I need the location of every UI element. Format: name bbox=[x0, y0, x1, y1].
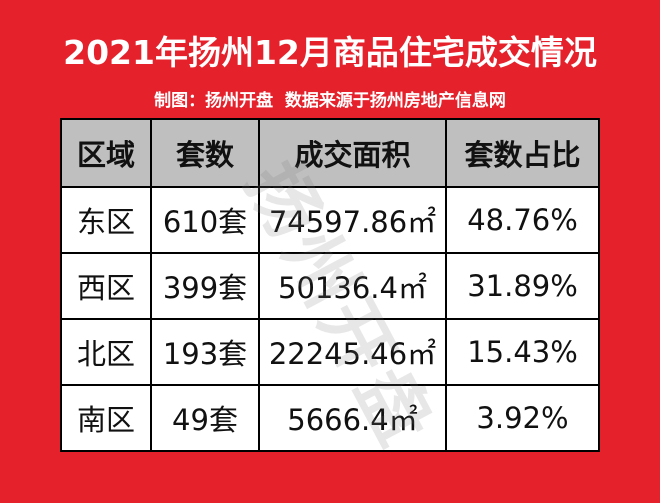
table-cell: 193套 bbox=[150, 318, 260, 386]
table-cell: 西区 bbox=[60, 252, 152, 320]
column-header: 成交面积 bbox=[258, 118, 447, 188]
column-header: 区域 bbox=[60, 118, 152, 188]
subtitle: 制图：扬州开盘 数据来源于扬州房地产信息网 bbox=[154, 91, 506, 111]
table-cell: 22245.46㎡ bbox=[258, 318, 447, 386]
table-row: 北区 193套 22245.46㎡ 15.43% bbox=[60, 318, 600, 386]
title: 2021年扬州12月商品住宅成交情况 bbox=[63, 33, 597, 72]
table-cell: 49套 bbox=[150, 384, 260, 452]
table-cell: 南区 bbox=[60, 384, 152, 452]
column-header: 套数占比 bbox=[445, 118, 600, 188]
table-cell: 74597.86㎡ bbox=[258, 186, 447, 254]
table-cell: 610套 bbox=[150, 186, 260, 254]
table-cell: 北区 bbox=[60, 318, 152, 386]
column-header: 套数 bbox=[150, 118, 260, 188]
table-row: 东区 610套 74597.86㎡ 48.76% bbox=[60, 186, 600, 254]
table-cell: 东区 bbox=[60, 186, 152, 254]
table-cell: 399套 bbox=[150, 252, 260, 320]
table-cell: 5666.4㎡ bbox=[258, 384, 447, 452]
table-row: 南区 49套 5666.4㎡ 3.92% bbox=[60, 384, 600, 452]
table-cell: 31.89% bbox=[445, 252, 600, 320]
table-cell: 15.43% bbox=[445, 318, 600, 386]
header-row: 区域 套数 成交面积 套数占比 bbox=[60, 118, 600, 188]
table-cell: 48.76% bbox=[445, 186, 600, 254]
table-cell: 3.92% bbox=[445, 384, 600, 452]
data-table: 区域 套数 成交面积 套数占比 东区 610套 74597.86㎡ 48.76% 西区 399套… bbox=[60, 118, 600, 452]
table-body: 东区 610套 74597.86㎡ 48.76% 西区 399套 50136.4㎡ 31.89… bbox=[60, 186, 600, 452]
table-row: 西区 399套 50136.4㎡ 31.89% bbox=[60, 252, 600, 320]
table-cell: 50136.4㎡ bbox=[258, 252, 447, 320]
